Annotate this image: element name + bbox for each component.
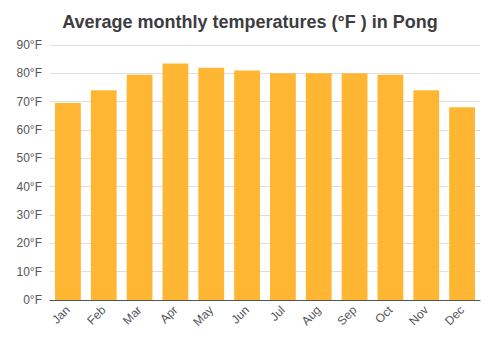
svg-text:50°F: 50°F	[17, 151, 42, 165]
svg-text:Jun: Jun	[228, 303, 252, 327]
svg-text:40°F: 40°F	[17, 180, 42, 194]
svg-text:May: May	[190, 303, 216, 329]
svg-text:20°F: 20°F	[17, 236, 42, 250]
svg-text:Dec: Dec	[442, 303, 467, 328]
svg-text:Mar: Mar	[120, 303, 145, 327]
svg-text:Aug: Aug	[299, 303, 324, 328]
svg-text:90°F: 90°F	[17, 38, 42, 52]
svg-text:Nov: Nov	[406, 303, 431, 328]
svg-text:70°F: 70°F	[17, 95, 42, 109]
svg-text:60°F: 60°F	[17, 123, 42, 137]
svg-text:0°F: 0°F	[23, 293, 42, 307]
svg-text:Average monthly temperatures (: Average monthly temperatures (°F ) in Po…	[62, 12, 438, 32]
svg-text:Apr: Apr	[157, 303, 180, 326]
svg-text:Sep: Sep	[335, 303, 360, 328]
svg-text:Jan: Jan	[49, 303, 73, 327]
svg-text:30°F: 30°F	[17, 208, 42, 222]
svg-text:Oct: Oct	[372, 303, 396, 327]
svg-text:10°F: 10°F	[17, 265, 42, 279]
svg-text:Feb: Feb	[84, 303, 109, 328]
svg-text:80°F: 80°F	[17, 66, 42, 80]
svg-text:Jul: Jul	[267, 303, 288, 324]
